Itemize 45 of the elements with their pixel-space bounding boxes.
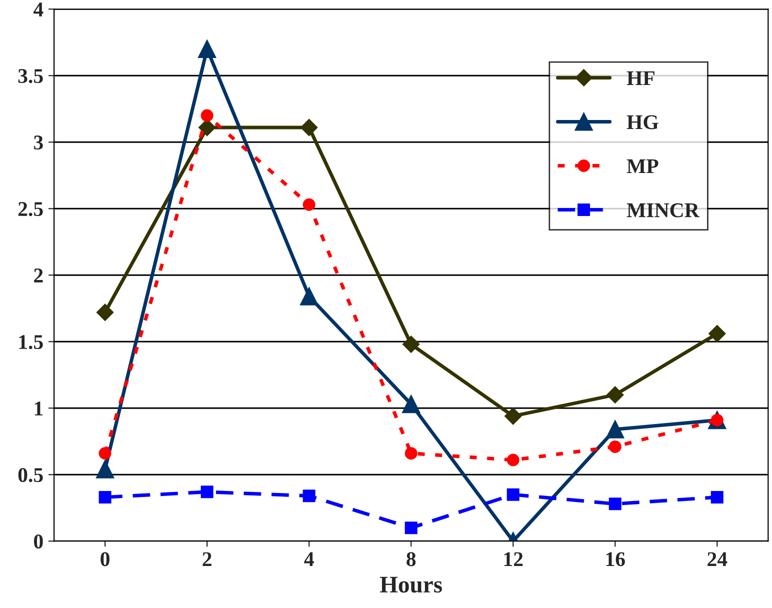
point	[710, 490, 724, 504]
x-tick-label: 4	[304, 552, 314, 566]
y-tick-label: 4	[33, 2, 44, 16]
y-tick-label: 0	[34, 534, 43, 549]
point	[506, 454, 520, 466]
y-tick-label: 3.5	[18, 69, 43, 84]
point	[404, 522, 418, 534]
point	[302, 490, 316, 502]
point	[506, 488, 520, 501]
x-tick-label: 12	[504, 552, 523, 566]
point	[98, 490, 112, 504]
y-tick-label: 1	[34, 402, 43, 416]
point	[98, 447, 112, 460]
point	[504, 408, 522, 425]
x-tick-label: 8	[406, 552, 416, 566]
point	[708, 325, 726, 342]
legend-label: HF	[626, 71, 654, 86]
point	[300, 287, 318, 306]
point	[402, 395, 420, 414]
x-tick-label: 0	[100, 552, 110, 566]
y-tick-label: 3	[34, 136, 43, 150]
legend-label: MINCR	[626, 203, 700, 218]
point	[96, 460, 114, 478]
point	[608, 440, 622, 453]
point	[404, 447, 418, 460]
x-tick-label: 24	[708, 552, 728, 566]
x-axis-title: Hours	[380, 576, 442, 593]
y-tick-label: 1.5	[19, 335, 43, 350]
y-tick-label: 2	[34, 268, 43, 282]
point	[198, 40, 216, 58]
y-tick-label: 0.5	[18, 468, 43, 482]
legend-label: HG	[626, 115, 658, 130]
x-tick-label: 16	[606, 552, 625, 566]
point	[200, 486, 214, 498]
point	[608, 498, 622, 510]
point	[606, 386, 624, 404]
point	[402, 336, 420, 353]
point	[200, 109, 214, 122]
x-tick-label: 2	[202, 552, 212, 566]
point	[300, 118, 318, 136]
point	[302, 198, 316, 211]
point	[96, 304, 114, 321]
y-tick-label: 2.5	[18, 202, 43, 216]
legend-label: MP	[626, 159, 658, 174]
point	[606, 420, 624, 438]
